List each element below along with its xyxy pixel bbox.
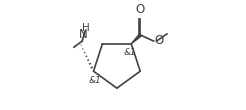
Text: O: O xyxy=(135,3,144,16)
Text: &1: &1 xyxy=(124,49,137,57)
Text: O: O xyxy=(154,34,163,47)
Text: H: H xyxy=(82,23,90,33)
Polygon shape xyxy=(131,34,141,44)
Text: N: N xyxy=(79,28,88,41)
Text: &1: &1 xyxy=(88,76,101,85)
